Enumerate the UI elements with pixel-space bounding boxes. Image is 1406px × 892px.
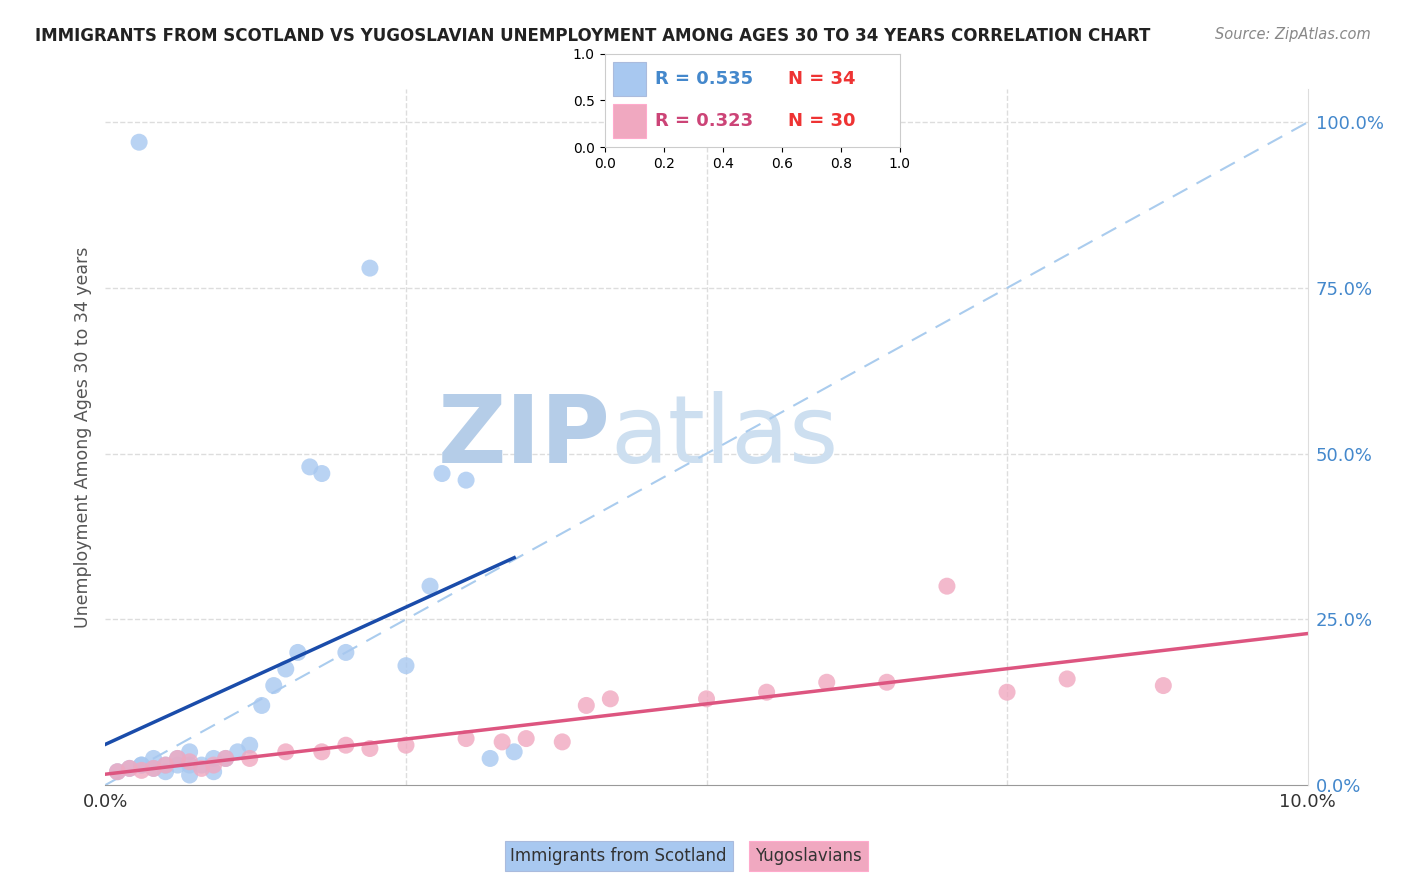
Point xyxy=(430,467,453,481)
Bar xyxy=(613,104,645,138)
Text: atlas: atlas xyxy=(610,391,838,483)
Point xyxy=(118,761,141,775)
Point xyxy=(179,758,201,772)
Point xyxy=(454,473,477,487)
Point xyxy=(239,751,262,765)
Point xyxy=(359,261,381,276)
Point xyxy=(202,758,225,772)
Point xyxy=(214,751,236,765)
Point xyxy=(166,751,188,765)
Point xyxy=(515,731,537,746)
Point xyxy=(190,758,212,772)
Point xyxy=(250,698,273,713)
Point xyxy=(179,768,201,782)
Point xyxy=(551,735,574,749)
Point xyxy=(575,698,598,713)
Point xyxy=(202,764,225,779)
Point xyxy=(274,745,297,759)
Point xyxy=(202,751,225,765)
Point xyxy=(155,758,177,772)
Point xyxy=(155,764,177,779)
Point xyxy=(107,764,129,779)
Text: R = 0.535: R = 0.535 xyxy=(655,70,752,87)
Point xyxy=(1056,672,1078,686)
Point xyxy=(335,738,357,752)
Point xyxy=(128,135,150,149)
Point xyxy=(274,662,297,676)
Point xyxy=(311,745,333,759)
Text: N = 30: N = 30 xyxy=(787,112,855,130)
Point xyxy=(359,741,381,756)
Point xyxy=(166,758,188,772)
Text: ZIP: ZIP xyxy=(437,391,610,483)
Point xyxy=(815,675,838,690)
Point xyxy=(599,691,621,706)
Y-axis label: Unemployment Among Ages 30 to 34 years: Unemployment Among Ages 30 to 34 years xyxy=(73,246,91,628)
Point xyxy=(179,745,201,759)
Point xyxy=(454,731,477,746)
Point xyxy=(696,691,718,706)
Text: Immigrants from Scotland: Immigrants from Scotland xyxy=(510,847,727,865)
Text: IMMIGRANTS FROM SCOTLAND VS YUGOSLAVIAN UNEMPLOYMENT AMONG AGES 30 TO 34 YEARS C: IMMIGRANTS FROM SCOTLAND VS YUGOSLAVIAN … xyxy=(35,27,1150,45)
Point xyxy=(876,675,898,690)
Point xyxy=(190,761,212,775)
Point xyxy=(118,761,141,775)
Point xyxy=(335,645,357,659)
Point xyxy=(503,745,526,759)
Point xyxy=(131,764,153,778)
Point xyxy=(311,467,333,481)
Bar xyxy=(613,62,645,95)
Point xyxy=(263,679,285,693)
Text: Yugoslavians: Yugoslavians xyxy=(755,847,862,865)
Point xyxy=(287,645,309,659)
Point xyxy=(479,751,502,765)
Point xyxy=(131,758,153,772)
Point xyxy=(995,685,1018,699)
Point xyxy=(491,735,513,749)
Text: Source: ZipAtlas.com: Source: ZipAtlas.com xyxy=(1215,27,1371,42)
Point xyxy=(155,758,177,772)
Point xyxy=(239,738,262,752)
Point xyxy=(107,764,129,779)
Point xyxy=(166,751,188,765)
Point xyxy=(142,761,165,775)
Point xyxy=(298,459,321,474)
Text: R = 0.323: R = 0.323 xyxy=(655,112,752,130)
Point xyxy=(395,658,418,673)
Text: N = 34: N = 34 xyxy=(787,70,855,87)
Point xyxy=(214,751,236,765)
Point xyxy=(936,579,959,593)
Point xyxy=(142,751,165,765)
Point xyxy=(755,685,778,699)
Point xyxy=(131,758,153,772)
Point xyxy=(1152,679,1174,693)
Point xyxy=(142,761,165,775)
Point xyxy=(179,755,201,769)
Point xyxy=(419,579,441,593)
Point xyxy=(395,738,418,752)
Point xyxy=(226,745,249,759)
